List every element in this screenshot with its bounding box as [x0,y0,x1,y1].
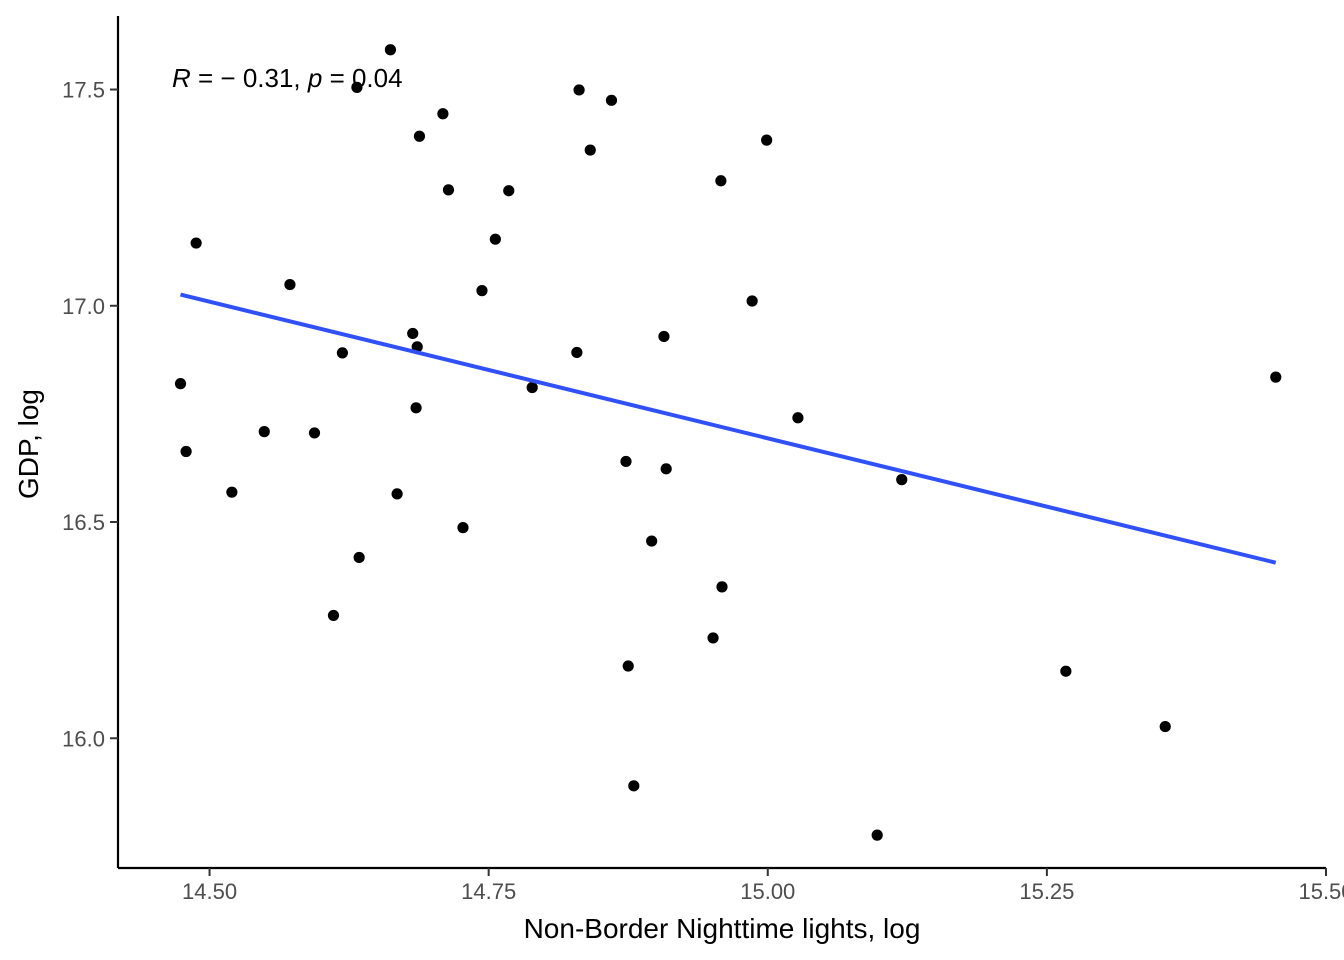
y-tick-label: 16.5 [62,510,105,535]
y-tick-label: 17.5 [62,78,105,103]
y-axis-title: GDP, log [13,389,44,499]
x-axis-ticks: 14.50 14.75 15.00 15.25 15.50 [182,868,1344,904]
r-value: = − 0.31, [191,63,308,93]
data-point [628,780,640,792]
data-point [284,278,296,291]
data-point [391,488,403,500]
data-point [1159,720,1171,733]
data-point [658,330,670,343]
y-axis-ticks: 16.0 16.5 17.0 17.5 [62,78,118,751]
data-point [437,108,449,120]
axes [116,16,1326,870]
data-point [620,455,632,468]
data-point [573,84,585,96]
r-symbol: R [172,63,191,93]
data-point [571,346,583,359]
data-point [411,341,423,353]
data-point [746,295,758,307]
data-point [407,327,419,340]
regression-line [180,292,1277,565]
data-point [660,463,672,475]
data-point [1270,371,1282,383]
x-tick-label: 14.75 [461,879,516,904]
y-tick-label: 16.0 [62,726,105,751]
data-point [896,474,908,486]
data-point [646,535,658,547]
x-axis-title: Non-Border Nighttime lights, log [524,913,921,944]
data-point [442,184,455,196]
data-point [308,427,321,439]
data-point [605,94,618,106]
data-point [622,660,634,672]
data-point [410,402,422,414]
data-point [1060,665,1072,677]
data-point [353,551,365,564]
data-point [457,522,469,534]
data-point [503,185,515,197]
regression-layer [180,292,1277,565]
data-point [327,609,340,622]
data-point [707,632,719,644]
data-point [384,44,397,56]
data-point [871,829,883,841]
data-point [174,378,187,390]
data-point [716,581,728,593]
points-layer [174,44,1282,841]
x-tick-label: 14.50 [182,879,237,904]
data-point [351,81,363,93]
p-symbol: p [307,63,322,93]
data-point [792,412,804,424]
data-point [489,233,501,245]
correlation-annotation: R = − 0.31, p = 0.04 [172,63,403,93]
data-point [190,237,202,249]
data-point [413,130,426,142]
data-point [761,134,773,146]
data-point [258,426,270,438]
x-tick-label: 15.25 [1019,879,1074,904]
data-point [336,347,349,359]
data-point [526,381,538,394]
data-point [715,175,727,187]
x-tick-label: 15.50 [1298,879,1344,904]
data-point [584,144,596,156]
data-point [226,486,238,498]
data-point [476,285,488,297]
p-value: = 0.04 [322,63,402,93]
x-tick-label: 15.00 [740,879,795,904]
data-point [180,445,192,458]
y-tick-label: 17.0 [62,294,105,319]
